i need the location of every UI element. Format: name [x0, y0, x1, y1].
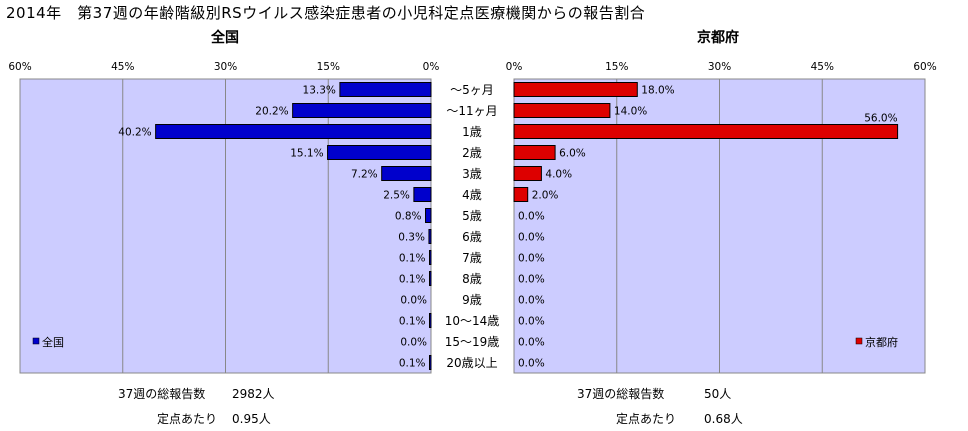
national-bar — [428, 229, 432, 244]
national-total-label: 37週の総報告数 — [118, 387, 206, 401]
national-data-label: 0.8% — [395, 211, 422, 223]
kyoto-data-label: 4.0% — [545, 169, 572, 181]
kyoto-data-label: 0.0% — [518, 295, 545, 307]
national-bar — [413, 187, 432, 202]
kyoto-bar — [513, 187, 529, 202]
kyoto-data-label: 0.0% — [518, 316, 545, 328]
national-data-label: 20.2% — [255, 106, 288, 118]
national-data-label: 40.2% — [118, 127, 151, 139]
national-bar — [429, 250, 432, 265]
kyoto-bar — [513, 145, 556, 160]
national-bar — [425, 208, 432, 223]
kyoto-panel-title: 京都府 — [697, 29, 739, 46]
age-group-label: 15～19歳 — [445, 335, 500, 349]
national-bar — [292, 103, 432, 118]
age-group-label: 20歳以上 — [446, 356, 497, 370]
kyoto-data-label: 0.0% — [518, 337, 545, 349]
age-group-label: 4歳 — [462, 188, 482, 202]
national-data-label: 0.1% — [399, 358, 426, 370]
national-panel-title: 全国 — [210, 29, 239, 46]
national-bar — [339, 82, 432, 97]
national-legend-label: 全国 — [42, 335, 64, 349]
national-data-label: 0.3% — [398, 232, 425, 244]
national-bar — [429, 313, 432, 328]
national-data-label: 0.1% — [399, 253, 426, 265]
national-per-value: 0.95人 — [232, 412, 271, 426]
national-tick-label: 0% — [423, 61, 440, 73]
kyoto-data-label: 0.0% — [518, 253, 545, 265]
age-group-label: 3歳 — [462, 167, 482, 181]
chart-title: 2014年 第37週の年齢階級別RSウイルス感染症患者の小児科定点医療機関からの… — [6, 4, 646, 22]
age-group-label: 10～14歳 — [445, 314, 500, 328]
age-group-label: 5歳 — [462, 209, 482, 223]
kyoto-tick-label: 0% — [506, 61, 523, 73]
national-bar — [429, 271, 432, 286]
national-data-label: 2.5% — [383, 190, 410, 202]
national-data-label: 13.3% — [303, 85, 336, 97]
age-group-label: 6歳 — [462, 230, 482, 244]
kyoto-data-label: 14.0% — [614, 106, 647, 118]
national-data-label: 0.1% — [399, 274, 426, 286]
kyoto-tick-label: 60% — [913, 61, 936, 73]
national-bar — [429, 355, 432, 370]
kyoto-total-value: 50人 — [704, 387, 732, 401]
kyoto-tick-label: 15% — [605, 61, 628, 73]
kyoto-bar — [513, 124, 899, 139]
national-per-label: 定点あたり — [157, 412, 218, 426]
national-legend-swatch — [32, 337, 40, 345]
age-group-label: 8歳 — [462, 272, 482, 286]
kyoto-data-label: 2.0% — [532, 190, 559, 202]
national-data-label: 7.2% — [351, 169, 378, 181]
national-tick-label: 30% — [214, 61, 237, 73]
national-bar — [155, 124, 432, 139]
age-group-label: 7歳 — [462, 251, 482, 265]
national-tick-label: 60% — [8, 61, 31, 73]
kyoto-total-label: 37週の総報告数 — [577, 387, 665, 401]
national-tick-label: 15% — [317, 61, 340, 73]
national-bar — [381, 166, 432, 181]
kyoto-data-label: 0.0% — [518, 358, 545, 370]
age-group-label: 9歳 — [462, 293, 482, 307]
national-bar — [327, 145, 432, 160]
kyoto-data-label: 56.0% — [864, 113, 897, 125]
kyoto-per-value: 0.68人 — [704, 412, 743, 426]
kyoto-data-label: 6.0% — [559, 148, 586, 160]
kyoto-bar — [513, 103, 611, 118]
age-group-label: ～11ヶ月 — [446, 104, 497, 118]
national-tick-label: 45% — [111, 61, 134, 73]
kyoto-data-label: 0.0% — [518, 232, 545, 244]
national-total-value: 2982人 — [232, 387, 275, 401]
kyoto-bar — [513, 166, 542, 181]
national-data-label: 0.0% — [400, 337, 427, 349]
kyoto-tick-label: 45% — [811, 61, 834, 73]
kyoto-data-label: 0.0% — [518, 211, 545, 223]
national-data-label: 15.1% — [290, 148, 323, 160]
kyoto-legend-swatch — [855, 337, 863, 345]
kyoto-bar — [513, 82, 638, 97]
national-data-label: 0.0% — [400, 295, 427, 307]
age-group-label: 1歳 — [462, 125, 482, 139]
kyoto-legend-label: 京都府 — [865, 335, 898, 349]
kyoto-per-label: 定点あたり — [616, 412, 677, 426]
age-group-label: 2歳 — [462, 146, 482, 160]
kyoto-data-label: 0.0% — [518, 274, 545, 286]
kyoto-data-label: 18.0% — [641, 85, 674, 97]
age-group-label: ～5ヶ月 — [450, 83, 494, 97]
kyoto-tick-label: 30% — [708, 61, 731, 73]
national-data-label: 0.1% — [399, 316, 426, 328]
